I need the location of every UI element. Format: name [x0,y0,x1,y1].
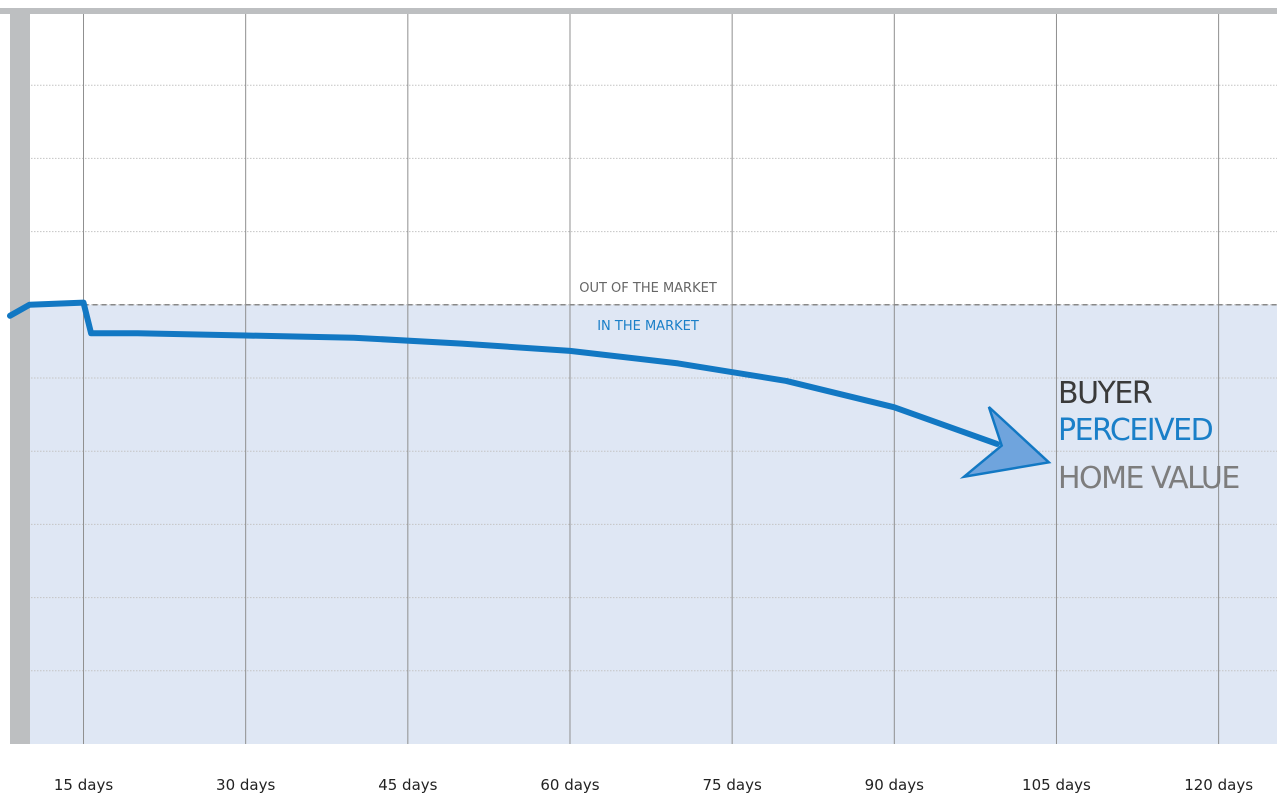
x-tick-label: 120 days [1184,776,1253,794]
top-border [0,8,1277,14]
callout-buyer: BUYER [1058,376,1152,411]
callout-home-value: HOME VALUE [1058,461,1239,496]
x-tick-label: 45 days [378,776,437,794]
arrowhead-icon [959,406,1052,479]
x-tick-label: 15 days [54,776,113,794]
annotation-out-of-market: OUT OF THE MARKET [579,281,717,296]
x-tick-label: 75 days [703,776,762,794]
x-tick-label: 30 days [216,776,275,794]
vertical-gridlines [83,12,1220,744]
callout-perceived: PERCEIVED [1058,413,1213,448]
left-axis-bar [10,12,30,744]
annotation-in-market: IN THE MARKET [597,319,699,334]
series-line [7,299,1000,447]
x-tick-label: 60 days [540,776,599,794]
x-axis: 15 days 30 days 45 days 60 days 75 days 90 da… [54,776,1253,794]
x-tick-label: 90 days [865,776,924,794]
x-tick-label: 105 days [1022,776,1091,794]
